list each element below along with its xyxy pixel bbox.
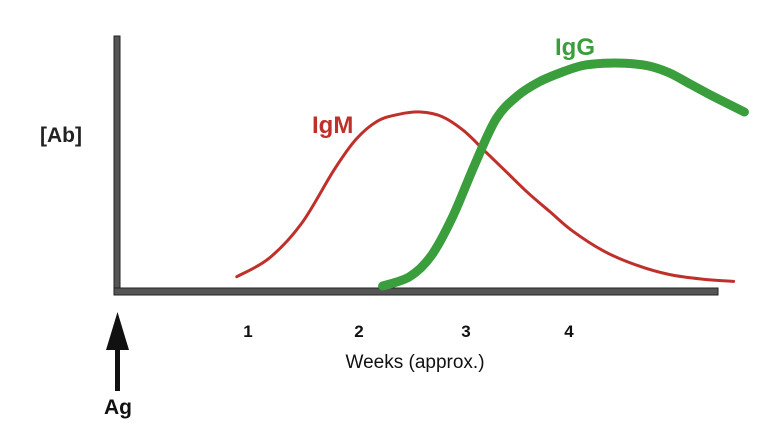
x-axis-label: Weeks (approx.) (345, 352, 484, 373)
igg-curve (378, 58, 749, 291)
igm-curve (235, 110, 736, 283)
antigen-arrow (106, 312, 129, 391)
x-tick-label: 2 (354, 322, 363, 341)
antigen-arrow-head (106, 312, 129, 350)
igg-label: IgG (555, 34, 595, 61)
y-axis (113, 35, 121, 295)
antigen-arrow-shaft (115, 345, 120, 391)
x-tick-label: 4 (564, 322, 574, 341)
x-tick-labels: 1 2 3 4 (243, 322, 574, 341)
antigen-label: Ag (104, 396, 132, 419)
x-tick-label: 3 (461, 322, 470, 341)
x-tick-label: 1 (243, 322, 252, 341)
y-axis-label: [Ab] (40, 124, 82, 147)
igm-label: IgM (312, 112, 353, 139)
x-axis (113, 287, 719, 296)
